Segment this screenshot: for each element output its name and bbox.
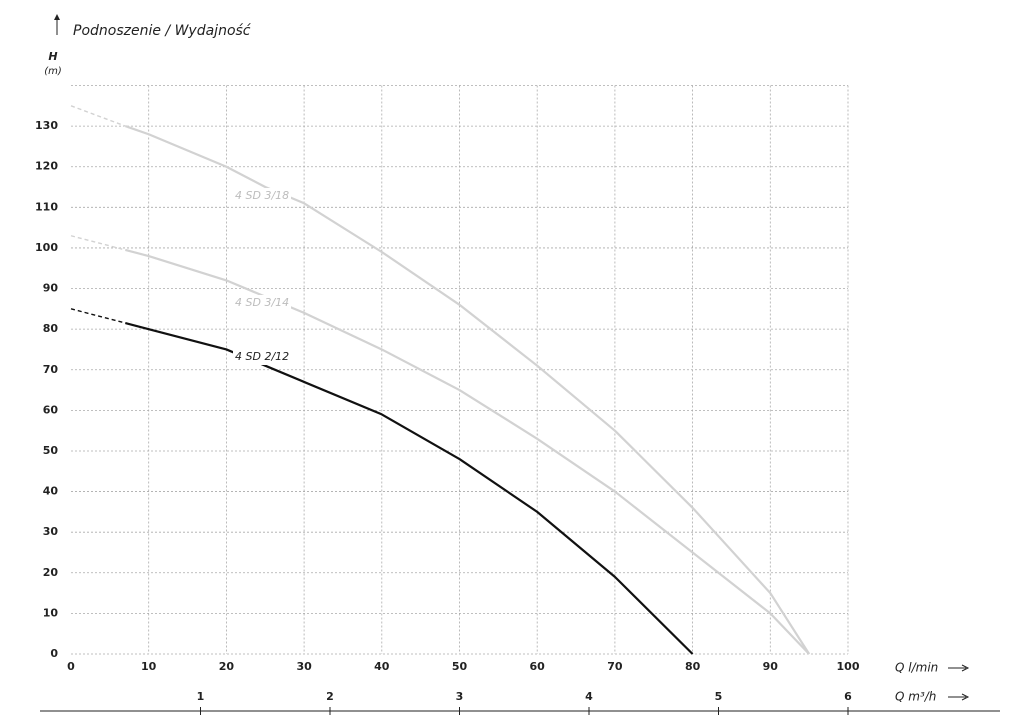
x-tick-label: 100: [837, 660, 860, 673]
x-axis-label: Q l/min: [895, 661, 938, 675]
y-tick-label: 80: [43, 322, 59, 335]
x-tick-label: 50: [452, 660, 468, 673]
y-tick-label: 120: [35, 160, 58, 173]
x2-axis-label: Q m³/h: [895, 690, 936, 704]
curve: [125, 125, 811, 655]
y-tick-label: 90: [43, 282, 59, 295]
y-tick-label: 60: [43, 403, 59, 416]
curve: [125, 321, 694, 655]
curve: [125, 248, 810, 655]
x-tick-label: 40: [374, 660, 390, 673]
curve-label-bg: [233, 188, 291, 204]
curve-label-bg: [233, 349, 291, 365]
y-tick-label: 110: [35, 200, 58, 213]
y-axis-label: H: [48, 50, 57, 63]
x2-tick-label: 2: [326, 690, 334, 703]
y-tick-label: 70: [43, 363, 59, 376]
curve-dashed: [70, 235, 126, 251]
y-tick-label: 40: [43, 485, 59, 498]
x-tick-label: 60: [530, 660, 546, 673]
x2-tick-label: 4: [585, 690, 593, 703]
x2-tick-label: 5: [715, 690, 723, 703]
x2-tick-label: 6: [844, 690, 852, 703]
x-tick-label: 20: [219, 660, 235, 673]
x-tick-label: 70: [607, 660, 623, 673]
y-tick-label: 30: [43, 525, 59, 538]
x2-axis-arrow: [948, 693, 970, 701]
y-tick-label: 50: [43, 444, 59, 457]
curve-dashed: [70, 308, 126, 324]
y-tick-label: 20: [43, 566, 59, 579]
x-tick-label: 10: [141, 660, 157, 673]
x-tick-label: 90: [763, 660, 779, 673]
y-tick-label: 130: [35, 119, 58, 132]
y-axis-unit: (m): [44, 66, 62, 77]
y-tick-label: 100: [35, 241, 58, 254]
y-tick-label: 0: [50, 647, 58, 660]
curve-label: 4 SD 2/12: [235, 350, 289, 363]
x2-tick-label: 1: [197, 690, 205, 703]
curve-label: 4 SD 3/14: [235, 296, 289, 309]
x2-tick-label: 3: [456, 690, 464, 703]
title-arrow-head: [54, 14, 60, 20]
chart-title: Podnoszenie / Wydajność: [73, 23, 252, 39]
y-tick-label: 10: [43, 606, 59, 619]
x-tick-label: 30: [296, 660, 312, 673]
curve-dashed: [70, 105, 126, 127]
curve-label-bg: [233, 295, 291, 311]
x-tick-label: 80: [685, 660, 701, 673]
x-axis-arrow: [948, 664, 970, 672]
x-tick-label: 0: [67, 660, 75, 673]
curve-label: 4 SD 3/18: [235, 189, 289, 202]
